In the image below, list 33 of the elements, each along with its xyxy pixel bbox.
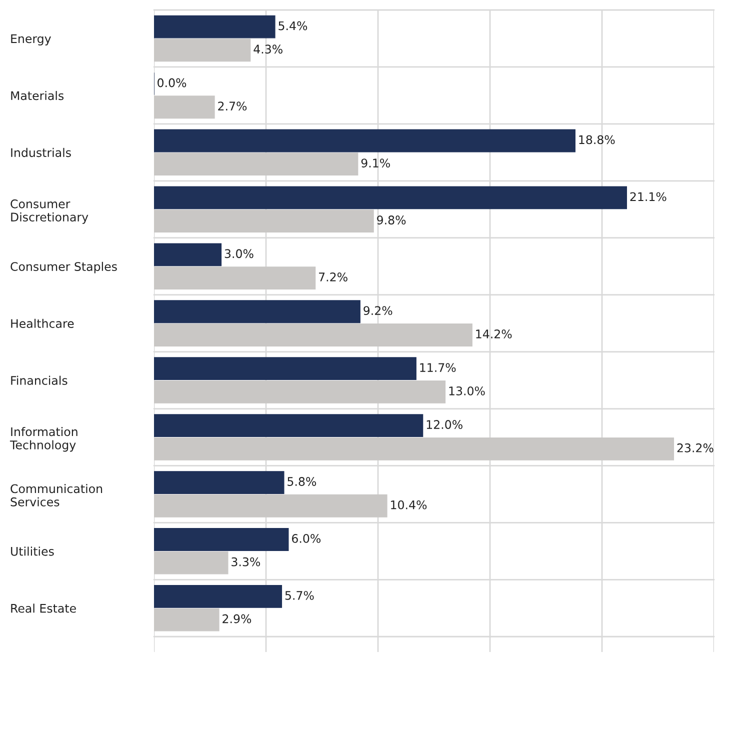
y-tick-label: Utilities [11, 546, 54, 556]
y-tick-label: Industrials [11, 148, 71, 158]
data-label: 3.0% [224, 249, 254, 258]
data-label: 12.0% [426, 420, 462, 429]
data-label: 5.7% [285, 590, 314, 600]
data-label: 0.0% [158, 78, 186, 88]
data-label: 14.2% [476, 329, 512, 338]
y-tick-label: Healthcare [11, 318, 74, 328]
data-label: 5.8% [288, 477, 316, 486]
data-label: 9.2% [364, 306, 392, 316]
data-label: 4.3% [254, 44, 282, 54]
data-label: 10.4% [391, 500, 427, 510]
y-tick-label: Materials [11, 90, 64, 100]
data-label: 11.7% [420, 363, 456, 372]
data-label: 2.7% [218, 102, 247, 111]
data-label: 2.9% [222, 614, 252, 624]
data-label: 7.2% [319, 272, 348, 282]
y-tick-label: Information Technology [10, 427, 78, 452]
data-label: 3.3% [232, 557, 260, 566]
y-tick-label: Consumer Discretionary [10, 199, 88, 224]
data-label: 5.4% [278, 21, 308, 30]
data-label: 6.0% [292, 534, 321, 543]
y-tick-label: Financials [11, 376, 68, 385]
data-label: 9.8% [377, 216, 406, 224]
data-label: 23.2% [677, 443, 714, 452]
data-label: 13.0% [449, 386, 485, 396]
data-label: 18.8% [579, 135, 615, 144]
y-tick-label: Communication Services [10, 484, 102, 506]
data-label: 21.1% [630, 192, 666, 202]
y-tick-label: Consumer Staples [10, 262, 117, 274]
y-tick-label: Energy [11, 34, 51, 46]
data-label: 9.1% [361, 158, 390, 168]
y-tick-label: Real Estate [11, 604, 76, 613]
